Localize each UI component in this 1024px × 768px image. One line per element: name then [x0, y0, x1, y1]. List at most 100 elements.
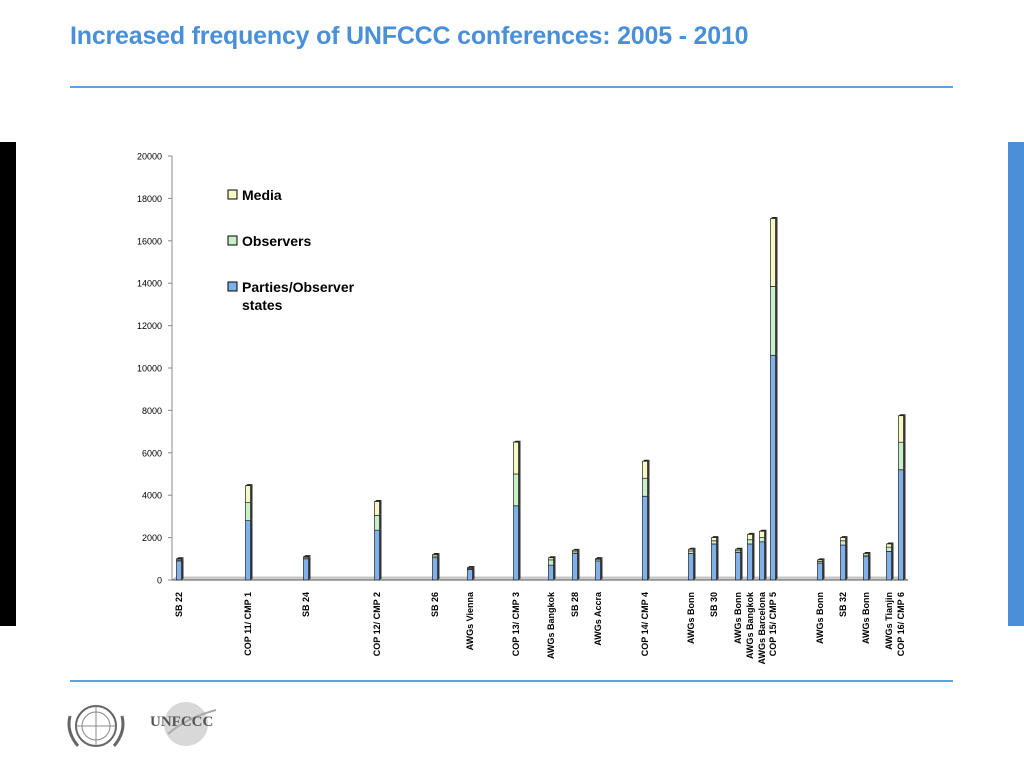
- bar-parties: [548, 564, 554, 581]
- bar-observers-side: [693, 549, 696, 554]
- bar-parties: [374, 529, 380, 581]
- bar-cap: [548, 556, 556, 558]
- bar-cap: [513, 440, 521, 443]
- bar-media-side: [379, 500, 382, 516]
- bar-observers: [770, 286, 776, 356]
- bar-observers: [759, 537, 765, 543]
- bar-media: [817, 559, 823, 562]
- bar-media-side: [600, 557, 603, 560]
- bar-media-side: [775, 217, 778, 287]
- y-tick-label: 6000: [142, 448, 162, 458]
- bar-observers-side: [600, 558, 603, 561]
- bar-media: [572, 549, 578, 553]
- bar-media-side: [308, 555, 311, 558]
- logo-group: UNFCCC: [67, 702, 217, 747]
- bar-media-side: [693, 547, 696, 551]
- y-tick-label: 2000: [142, 533, 162, 543]
- bar-media-side: [891, 542, 894, 548]
- bar-media-side: [518, 440, 521, 474]
- bar-parties: [898, 469, 904, 581]
- bar-parties-side: [716, 542, 719, 580]
- bar-media-side: [868, 552, 871, 556]
- bar-parties: [303, 558, 309, 581]
- bar-observers-side: [752, 538, 755, 544]
- bar-observers: [374, 514, 380, 531]
- bar-parties-side: [752, 542, 755, 580]
- slide-title: Increased frequency of UNFCCC conference…: [70, 22, 749, 50]
- bar-parties-side: [181, 559, 184, 580]
- bar-parties: [595, 560, 601, 581]
- y-axis: 0 2000 4000 6000 8000 10000 12000 14000 16000 180…: [137, 152, 173, 586]
- bar-observers: [642, 477, 648, 497]
- bar-parties-side: [903, 468, 906, 580]
- bar-media: [711, 537, 717, 542]
- bar-observers: [886, 546, 892, 552]
- bar-media: [432, 554, 438, 557]
- chart-legend: Media Observers Parties/Observer states: [227, 187, 355, 313]
- bar-media: [374, 501, 380, 516]
- x-tick-label: SB 24: [301, 592, 311, 617]
- footer-divider: [70, 680, 953, 682]
- bar-parties: [513, 505, 519, 581]
- bar-observers-side: [764, 536, 767, 542]
- bar-parties-side: [577, 552, 580, 580]
- x-tick-label: SB 22: [174, 592, 184, 617]
- bar-media-side: [716, 536, 719, 541]
- bar-media: [548, 557, 554, 561]
- bar-cap: [711, 536, 719, 538]
- bar-cap: [840, 536, 848, 538]
- bar-media-side: [764, 529, 767, 538]
- footer-logos: UNFCCC: [64, 694, 234, 756]
- legend-observers-swatch: [227, 235, 238, 246]
- bar-parties: [572, 553, 578, 581]
- bar-parties: [817, 562, 823, 581]
- bar-cap: [595, 557, 603, 559]
- bar-media: [840, 537, 846, 542]
- bar-parties-side: [740, 550, 743, 580]
- x-tick-label: AWGs Bonn: [815, 592, 825, 644]
- un-emblem-icon: [67, 705, 125, 747]
- x-tick-label: AWGs Accra: [593, 591, 603, 646]
- y-tick-label: 12000: [137, 321, 162, 331]
- bar-observers-side: [308, 556, 311, 559]
- bar-media: [898, 415, 904, 443]
- x-tick-label: AWGs Bangkok: [745, 591, 755, 659]
- bar-cap: [898, 414, 906, 416]
- bar-parties: [840, 544, 846, 581]
- right-edge-bar: [1008, 142, 1024, 626]
- x-tick-label: AWGs Barcelona: [757, 591, 767, 665]
- y-tick-label: 14000: [137, 279, 162, 289]
- bar-media: [303, 556, 309, 559]
- legend-observers-label: Observers: [242, 233, 311, 249]
- bar-media-side: [647, 459, 650, 479]
- x-tick-label: COP 13/ CMP 3: [511, 592, 521, 656]
- bar-observers-side: [647, 476, 650, 497]
- bar-parties: [467, 569, 473, 581]
- stacked-bar-chart: 0 2000 4000 6000 8000 10000 12000 14000 16000 180…: [137, 152, 909, 665]
- bar-observers: [513, 473, 519, 507]
- legend-media-label: Media: [242, 187, 282, 203]
- x-tick-label: COP 14/ CMP 4: [640, 592, 650, 656]
- x-tick-label: COP 15/ CMP 5: [768, 592, 778, 656]
- bar-parties-side: [379, 528, 382, 580]
- x-axis-labels: SB 22 COP 11/ CMP 1 SB 24 COP 12/ CMP 2 SB 2…: [174, 591, 906, 665]
- bar-observers: [548, 559, 554, 566]
- bar-observers: [711, 540, 717, 545]
- bar-observers: [245, 502, 251, 521]
- bar-cap: [572, 548, 580, 551]
- y-tick-label: 16000: [137, 236, 162, 246]
- bar-parties-side: [822, 561, 825, 580]
- bar-parties: [642, 495, 648, 581]
- x-tick-label: SB 32: [838, 592, 848, 617]
- x-tick-label: AWGs Bonn: [861, 592, 871, 644]
- y-tick-label: 20000: [137, 152, 162, 162]
- y-tick-label: 4000: [142, 491, 162, 501]
- bar-observers-side: [775, 284, 778, 356]
- bar-parties: [711, 543, 717, 581]
- x-tick-label: SB 26: [430, 592, 440, 617]
- bar-cap: [759, 529, 767, 532]
- bar-media: [735, 548, 741, 552]
- bar-observers: [688, 550, 694, 554]
- bar-media-side: [553, 556, 556, 560]
- bar-media-side: [740, 547, 743, 551]
